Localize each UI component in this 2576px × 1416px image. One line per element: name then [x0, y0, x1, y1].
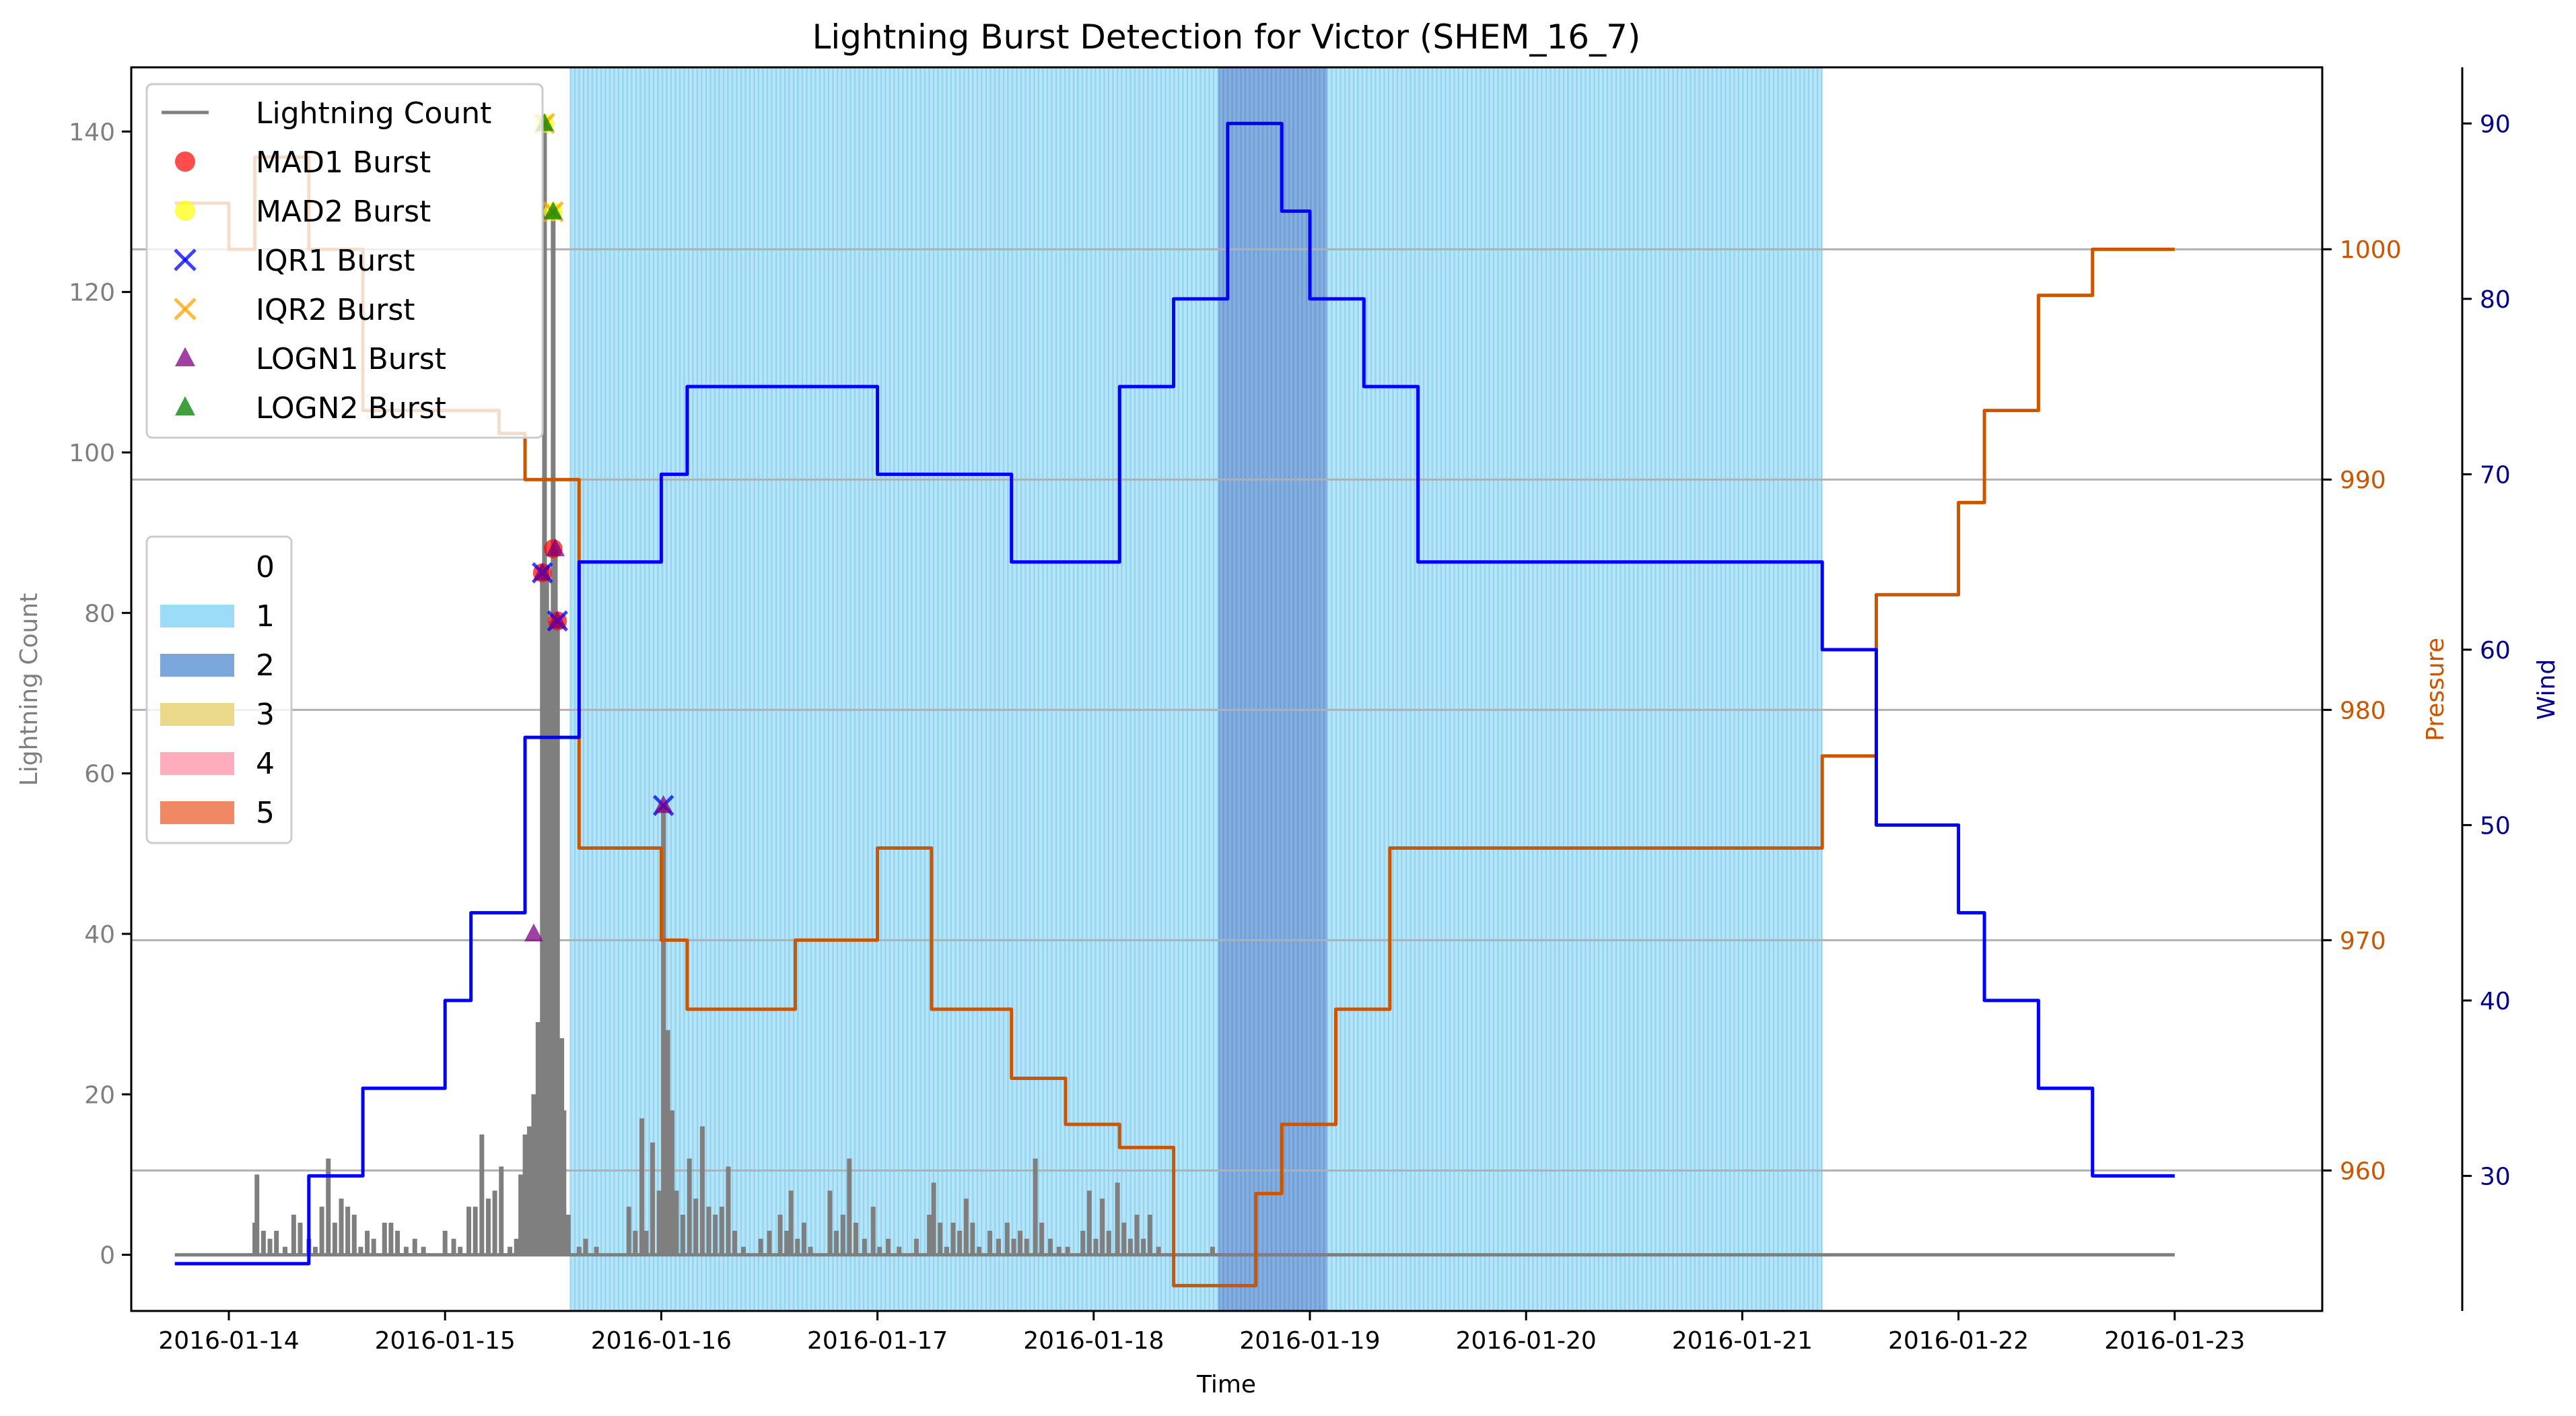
legend-series: Lightning Count MAD1 Burst MAD2 Burst IQR1 …	[145, 83, 544, 439]
y-tick-label-lightning: 40	[84, 921, 115, 949]
y-tick-label-pressure: 960	[2340, 1157, 2386, 1185]
legend-category-label: 5	[256, 796, 275, 830]
x-tick-label: 2016-01-15	[375, 1327, 516, 1355]
x-tick-label: 2016-01-18	[1023, 1327, 1164, 1355]
legend-marker-swatch	[175, 347, 195, 366]
y-tick-label-wind: 50	[2480, 812, 2511, 840]
y-tick-label-pressure: 990	[2340, 467, 2386, 494]
legend-category-label: 2	[256, 648, 275, 683]
legend-category: 0 1 2 3 4 5	[145, 535, 293, 844]
legend-series-label: IQR1 Burst	[256, 244, 415, 278]
legend-category-swatch	[160, 703, 234, 726]
y-tick-label-pressure: 970	[2340, 927, 2386, 955]
legend-category-swatch	[160, 605, 234, 628]
legend-series-label: MAD1 Burst	[256, 145, 431, 180]
legend-category-swatch	[160, 752, 234, 775]
legend-series-label: MAD2 Burst	[256, 195, 431, 229]
y-tick-label-wind: 40	[2480, 988, 2511, 1015]
x-tick-label: 2016-01-21	[1672, 1327, 1813, 1355]
logn1-burst-marker	[524, 923, 543, 942]
legend-category-swatch	[160, 654, 234, 677]
legend-marker-swatch	[175, 201, 195, 221]
legend-series-label: LOGN1 Burst	[256, 342, 446, 376]
logn2-burst-marker	[543, 201, 563, 220]
legend-category-swatch	[160, 801, 234, 824]
logn1-burst-marker	[546, 538, 565, 557]
logn1-burst-marker	[654, 795, 673, 813]
y-tick-label-wind: 80	[2480, 286, 2511, 314]
y-tick-label-wind: 60	[2480, 637, 2511, 665]
marker-stroke	[174, 248, 197, 271]
y-tick-label-lightning: 60	[84, 761, 115, 788]
x-tick-label: 2016-01-23	[2104, 1327, 2245, 1355]
legend-marker-swatch	[175, 151, 195, 172]
legend-marker-swatch	[175, 396, 195, 415]
marker-stroke	[174, 298, 197, 321]
legend-marker-swatch	[174, 298, 197, 321]
logn1-burst-marker	[548, 610, 567, 629]
legend-category-swatch	[160, 555, 234, 578]
y-tick-label-lightning: 120	[69, 279, 115, 307]
burst-markers	[524, 112, 674, 942]
legend-series-label: IQR2 Burst	[256, 293, 415, 327]
wind-line	[174, 121, 2175, 1266]
y-tick-label-wind: 30	[2480, 1163, 2511, 1190]
y-axis-label-lightning: Lightning Count	[15, 593, 43, 786]
category-spans	[569, 67, 1823, 1311]
legend-series-label: Lightning Count	[256, 96, 491, 131]
legend-category-label: 4	[256, 747, 275, 781]
logn1-burst-marker	[532, 562, 552, 580]
x-tick-label: 2016-01-17	[807, 1327, 948, 1355]
legend-category-label: 0	[256, 550, 275, 584]
x-tick-label: 2016-01-22	[1888, 1327, 2029, 1355]
legend-series-label: LOGN2 Burst	[256, 391, 446, 426]
y-axis-label-wind: Wind	[2533, 659, 2561, 720]
y-tick-label-lightning: 20	[84, 1081, 115, 1109]
x-tick-label: 2016-01-19	[1239, 1327, 1380, 1355]
y-tick-label-pressure: 1000	[2340, 236, 2402, 264]
category-span-1	[569, 67, 1823, 1311]
x-tick-label: 2016-01-16	[591, 1327, 732, 1355]
y-tick-label-pressure: 980	[2340, 697, 2386, 724]
y-tick-label-lightning: 80	[84, 600, 115, 628]
x-tick-label: 2016-01-20	[1456, 1327, 1597, 1355]
y-tick-label-lightning: 100	[69, 440, 115, 467]
legend-category-label: 3	[256, 698, 275, 732]
x-tick-label: 2016-01-14	[158, 1327, 299, 1355]
legend-series-box	[145, 83, 544, 439]
chart-title: Lightning Burst Detection for Victor (SH…	[812, 18, 1641, 57]
y-tick-label-lightning: 0	[100, 1242, 115, 1270]
x-axis-label: Time	[1196, 1371, 1256, 1398]
legend-marker-swatch	[174, 248, 197, 271]
y-tick-label-lightning: 140	[69, 119, 115, 146]
legend-category-label: 1	[256, 599, 275, 634]
y-tick-label-wind: 70	[2480, 461, 2511, 489]
y-tick-label-wind: 90	[2480, 110, 2511, 138]
y-axis-label-pressure: Pressure	[2422, 638, 2449, 741]
lightning-bars	[252, 123, 1215, 1255]
axes-ticks: 2016-01-14 2016-01-15 2016-01-16 2016-01-17…	[69, 110, 2511, 1355]
